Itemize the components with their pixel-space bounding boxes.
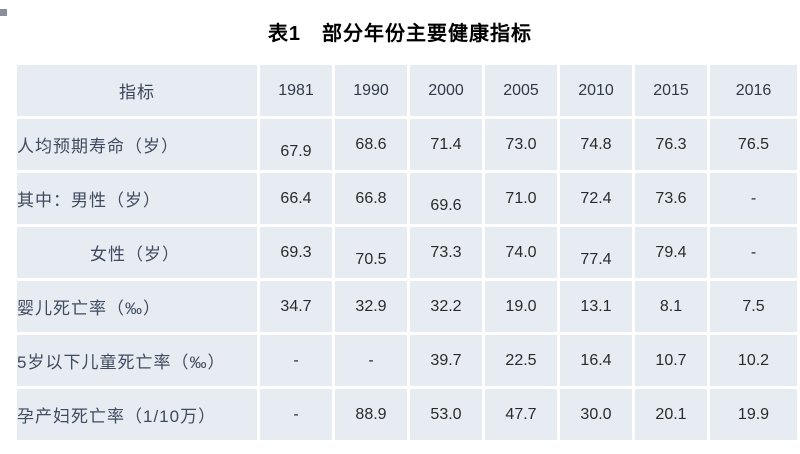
value-cell: 8.1	[635, 281, 707, 332]
value-cell: -	[335, 335, 407, 386]
value-cell: 79.4	[635, 227, 707, 278]
value-cell: 73.6	[635, 173, 707, 224]
table-row-infant-mortality: 婴儿死亡率（‰） 34.7 32.9 32.2 19.0 13.1 8.1 7.…	[17, 281, 797, 332]
value-cell: 76.3	[635, 119, 707, 170]
row-label: 其中：男性（岁）	[17, 173, 257, 224]
value-cell: -	[710, 173, 797, 224]
value-cell: 76.5	[710, 119, 797, 170]
value-cell: 66.8	[335, 173, 407, 224]
value-cell: 77.4	[560, 227, 632, 278]
value-cell: 30.0	[560, 389, 632, 440]
value-cell: 20.1	[635, 389, 707, 440]
header-cell-year-1990: 1990	[335, 65, 407, 116]
table-header-row: 指标 1981 1990 2000 2005 2010 2015 2016	[17, 65, 797, 116]
value-cell: 73.0	[485, 119, 557, 170]
value-cell: -	[260, 335, 332, 386]
value-cell: 32.2	[410, 281, 482, 332]
value-cell: 47.7	[485, 389, 557, 440]
header-cell-year-2010: 2010	[560, 65, 632, 116]
value-cell: 67.9	[260, 119, 332, 170]
value-cell: 16.4	[560, 335, 632, 386]
value-cell: 74.0	[485, 227, 557, 278]
value-cell: 7.5	[710, 281, 797, 332]
value-cell: 70.5	[335, 227, 407, 278]
value-cell: 22.5	[485, 335, 557, 386]
table-row-male-life-expectancy: 其中：男性（岁） 66.4 66.8 69.6 71.0 72.4 73.6 -	[17, 173, 797, 224]
table-row-female-life-expectancy: 女性（岁） 69.3 70.5 73.3 74.0 77.4 79.4 -	[17, 227, 797, 278]
table-title: 表1 部分年份主要健康指标	[267, 23, 533, 45]
table-row-life-expectancy: 人均预期寿命（岁） 67.9 68.6 71.4 73.0 74.8 76.3 …	[17, 119, 797, 170]
page-edge-artifact	[0, 9, 7, 16]
value-cell: 74.8	[560, 119, 632, 170]
header-cell-year-2016: 2016	[710, 65, 797, 116]
value-cell: -	[710, 227, 797, 278]
value-cell: 32.9	[335, 281, 407, 332]
value-cell: 19.0	[485, 281, 557, 332]
value-cell: 68.6	[335, 119, 407, 170]
row-label: 人均预期寿命（岁）	[17, 119, 257, 170]
row-label: 婴儿死亡率（‰）	[17, 281, 257, 332]
value-cell: 71.4	[410, 119, 482, 170]
value-cell: 69.3	[260, 227, 332, 278]
value-cell: 71.0	[485, 173, 557, 224]
value-cell: 53.0	[410, 389, 482, 440]
header-cell-year-1981: 1981	[260, 65, 332, 116]
value-cell: 73.3	[410, 227, 482, 278]
header-cell-year-2000: 2000	[410, 65, 482, 116]
value-cell: 66.4	[260, 173, 332, 224]
value-cell: 39.7	[410, 335, 482, 386]
value-cell: 10.2	[710, 335, 797, 386]
row-label: 孕产妇死亡率（1/10万）	[17, 389, 257, 440]
header-cell-year-2015: 2015	[635, 65, 707, 116]
table-row-under5-mortality: 5岁以下儿童死亡率（‰） - - 39.7 22.5 16.4 10.7 10.…	[17, 335, 797, 386]
header-cell-indicator: 指标	[17, 65, 257, 116]
row-label: 女性（岁）	[17, 227, 257, 278]
value-cell: 10.7	[635, 335, 707, 386]
header-cell-year-2005: 2005	[485, 65, 557, 116]
value-cell: -	[260, 389, 332, 440]
value-cell: 19.9	[710, 389, 797, 440]
value-cell: 13.1	[560, 281, 632, 332]
value-cell: 72.4	[560, 173, 632, 224]
row-label: 5岁以下儿童死亡率（‰）	[17, 335, 257, 386]
health-indicators-table: 指标 1981 1990 2000 2005 2010 2015 2016 人均…	[14, 62, 800, 443]
value-cell: 88.9	[335, 389, 407, 440]
value-cell: 34.7	[260, 281, 332, 332]
value-cell: 69.6	[410, 173, 482, 224]
table-row-maternal-mortality: 孕产妇死亡率（1/10万） - 88.9 53.0 47.7 30.0 20.1…	[17, 389, 797, 440]
